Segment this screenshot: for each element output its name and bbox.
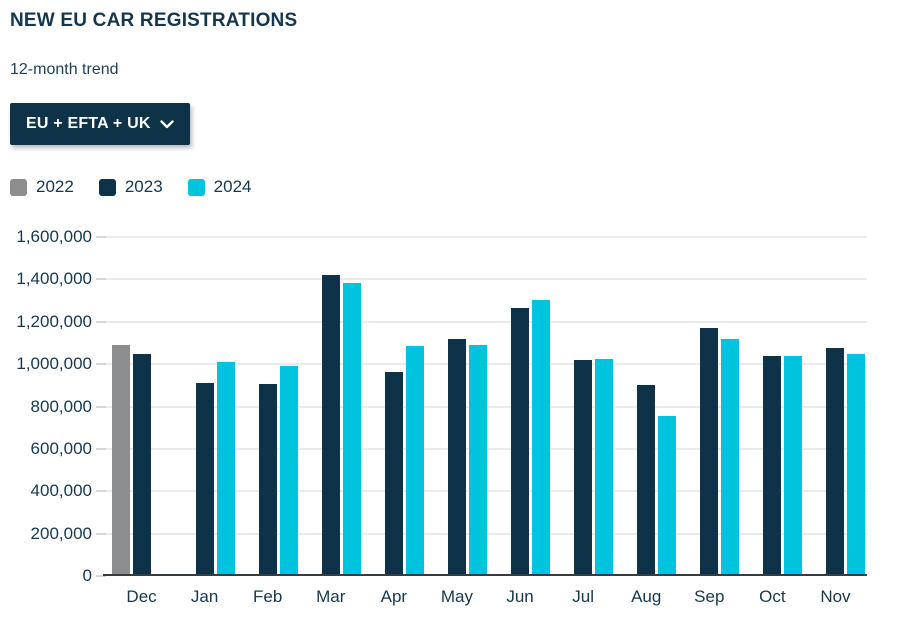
bar-2023-mar[interactable]	[321, 275, 340, 576]
region-filter-dropdown[interactable]: EU + EFTA + UK	[10, 103, 190, 145]
y-axis-tick	[96, 532, 106, 535]
y-axis-tick	[96, 490, 106, 493]
bar-2024-apr[interactable]	[405, 346, 424, 576]
y-axis-tick	[96, 278, 106, 281]
x-axis-label: Nov	[820, 587, 851, 606]
bar-2023-oct[interactable]	[763, 355, 782, 576]
gridline	[104, 320, 867, 323]
gridline	[104, 278, 867, 281]
y-axis-tick	[96, 575, 106, 577]
bar-2024-nov[interactable]	[847, 353, 866, 576]
bar-2023-feb[interactable]	[258, 384, 277, 576]
y-axis-tick	[96, 405, 106, 408]
x-axis-label: Feb	[253, 587, 283, 606]
bar-2023-sep[interactable]	[700, 328, 719, 576]
y-axis-tick	[96, 447, 106, 450]
x-axis-label: Oct	[759, 587, 786, 606]
page-title: NEW EU CAR REGISTRATIONS	[10, 10, 298, 31]
bar-2023-dec[interactable]	[132, 353, 151, 576]
x-axis-label: Sep	[694, 587, 725, 606]
legend-item-2022[interactable]: 2022	[10, 177, 74, 197]
legend-item-2024[interactable]: 2024	[187, 177, 252, 197]
y-axis-label: 800,000	[30, 396, 92, 416]
x-axis-line	[103, 574, 867, 576]
bar-2023-jan[interactable]	[195, 383, 214, 576]
bar-2024-feb[interactable]	[279, 366, 298, 576]
bar-2022-dec[interactable]	[111, 345, 130, 576]
y-axis-label: 1,200,000	[16, 311, 92, 331]
chevron-down-icon	[160, 119, 174, 129]
bar-2024-jun[interactable]	[532, 299, 551, 576]
y-axis-label: 200,000	[30, 523, 92, 543]
legend-swatch-2022	[10, 178, 27, 196]
bar-2023-aug[interactable]	[637, 385, 656, 576]
legend-label-2023: 2023	[124, 177, 163, 196]
region-filter-selected-value: EU + EFTA + UK	[26, 115, 151, 132]
y-axis-label: 1,400,000	[16, 269, 92, 289]
gridline	[104, 236, 867, 238]
y-axis-tick	[96, 320, 106, 323]
bar-2023-jul[interactable]	[574, 359, 593, 576]
chart-legend: 2022 2023 2024	[10, 177, 251, 197]
bar-2024-mar[interactable]	[342, 282, 361, 576]
bar-2024-oct[interactable]	[784, 355, 803, 576]
x-axis-label: Mar	[316, 587, 346, 606]
chart-subtitle: 12-month trend	[10, 61, 119, 78]
legend-swatch-2023	[98, 178, 116, 196]
bar-2023-may[interactable]	[447, 338, 466, 576]
x-axis-label: May	[440, 587, 473, 606]
bar-2024-aug[interactable]	[658, 416, 677, 576]
y-axis-tick	[96, 236, 106, 238]
bar-2023-nov[interactable]	[826, 348, 845, 576]
bar-2023-apr[interactable]	[384, 371, 403, 576]
x-axis-label: Jan	[190, 587, 219, 606]
x-axis-label: Aug	[631, 587, 662, 606]
x-axis-label: Jul	[572, 587, 594, 606]
legend-item-2023[interactable]: 2023	[98, 177, 163, 197]
y-axis-label: 600,000	[30, 438, 92, 458]
x-axis-label: Apr	[380, 587, 408, 606]
y-axis-tick	[96, 363, 106, 366]
legend-label-2024: 2024	[213, 177, 252, 196]
bar-2024-sep[interactable]	[721, 338, 740, 576]
y-axis-label: 1,600,000	[16, 227, 92, 246]
x-axis-label: Jun	[506, 587, 534, 606]
y-axis-label: 1,000,000	[16, 354, 92, 374]
legend-swatch-2024	[187, 178, 205, 196]
bar-2024-jan[interactable]	[216, 362, 235, 576]
legend-label-2022: 2022	[36, 177, 74, 196]
y-axis-label: 400,000	[30, 481, 92, 501]
y-axis-label: 0	[82, 566, 92, 585]
x-axis-label: Dec	[126, 587, 157, 606]
bar-2023-jun[interactable]	[511, 307, 530, 576]
bar-2024-jul[interactable]	[595, 358, 614, 576]
bar-2024-may[interactable]	[468, 345, 487, 576]
